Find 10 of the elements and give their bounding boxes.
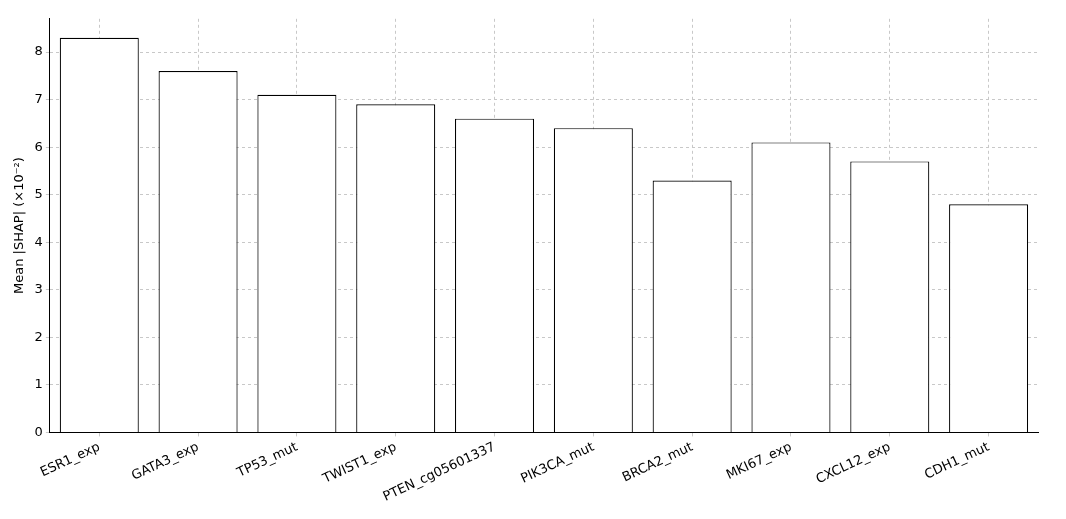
y-tick-label: 6 [34,138,43,154]
y-tick-label: 1 [34,376,43,392]
y-tick-label: 0 [34,423,43,439]
y-tick-label: 7 [34,90,43,106]
y-tick-label: 4 [34,233,43,249]
y-tick-label: 5 [34,186,43,202]
y-tick-label: 3 [34,281,43,297]
y-tick-label: 8 [34,43,43,59]
y-tick-label: 2 [34,328,43,344]
y-axis-title: Mean |SHAP| (×10⁻²) [11,157,27,295]
